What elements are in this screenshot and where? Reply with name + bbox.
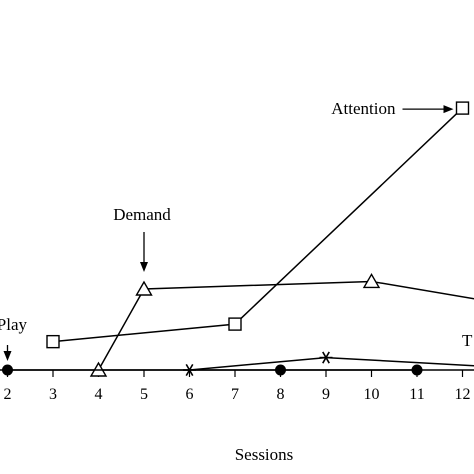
x-tick-label: 11 (409, 386, 424, 403)
data-point-square (228, 317, 242, 331)
annotation-label: v Play (0, 315, 27, 334)
annotation-arrowhead (443, 105, 454, 114)
data-point-square (46, 334, 60, 349)
x-tick-label: 4 (95, 386, 103, 403)
data-point-circle (2, 364, 13, 376)
annotation: T (462, 331, 473, 350)
annotation: Demand (113, 205, 171, 272)
data-point-triangle (135, 280, 153, 296)
annotation-arrowhead (3, 351, 12, 361)
data-point-star (319, 351, 333, 364)
x-tick-label: 5 (140, 386, 148, 403)
annotation: Attention (331, 99, 454, 118)
x-tick-label: 3 (49, 386, 57, 403)
data-point-circle (411, 364, 423, 376)
series-line-triangle (97, 280, 474, 371)
x-tick-label: 12 (455, 386, 471, 403)
x-tick-label: 7 (231, 386, 239, 403)
x-tick-label: 2 (4, 386, 12, 403)
annotation-arrowhead (140, 262, 148, 272)
x-axis-label: Sessions (235, 445, 294, 464)
data-point-triangle (362, 273, 381, 289)
series-line-square (52, 107, 464, 343)
x-tick-label: 10 (364, 386, 380, 403)
annotation-label: Attention (331, 99, 396, 118)
data-point-circle (275, 364, 286, 376)
x-tick-label: 6 (186, 386, 194, 403)
annotation-label: Demand (113, 205, 171, 224)
x-tick-label: 8 (277, 386, 285, 403)
data-point-square (455, 101, 470, 115)
annotation: v Play (0, 315, 27, 361)
series-line-star (189, 356, 474, 371)
series-group (2, 101, 474, 377)
annotations-group: Attention Demand v Play T (0, 99, 473, 361)
x-axis-ticks: 2 3 4 5 6 7 8 9 10 11 12 (4, 370, 471, 403)
star-stroke (322, 351, 330, 364)
annotation-label: T (462, 331, 473, 350)
x-tick-label: 9 (322, 386, 330, 403)
